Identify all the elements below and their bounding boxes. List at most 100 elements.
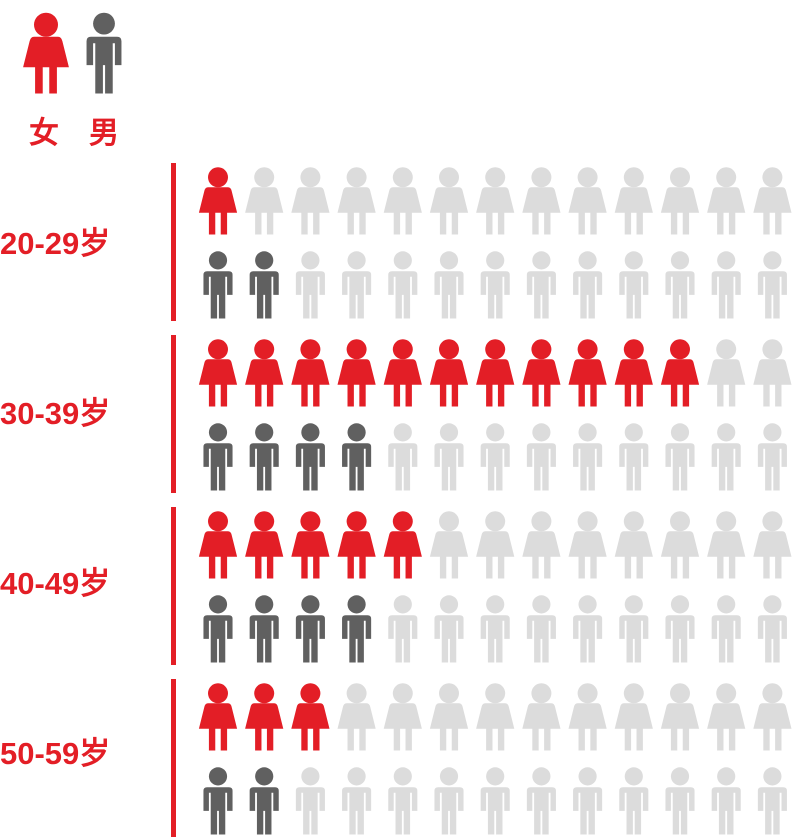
male-icon-empty	[434, 423, 464, 491]
female-icon-empty	[568, 511, 607, 579]
male-icon	[249, 251, 279, 319]
male-icon-empty	[711, 423, 741, 491]
female-icon	[198, 511, 238, 579]
group-bar-3	[171, 507, 176, 665]
male-icon	[249, 767, 279, 835]
legend-male-icon	[86, 12, 122, 94]
male-icon-empty	[573, 423, 603, 491]
male-icon-empty	[757, 595, 787, 663]
female-icon	[476, 339, 515, 407]
female-icon-empty	[707, 339, 746, 407]
female-icon-empty	[707, 683, 746, 751]
male-icon-empty	[480, 595, 510, 663]
legend-female-icon	[23, 12, 69, 94]
male-icon-empty	[757, 251, 787, 319]
female-icon-empty	[753, 339, 792, 407]
female-icon-empty	[660, 167, 700, 235]
female-icon-empty	[614, 511, 653, 579]
male-icon-empty	[619, 767, 649, 835]
male-icon-empty	[619, 595, 649, 663]
female-icon	[245, 339, 284, 407]
male-icon-empty	[573, 595, 603, 663]
female-icon-empty	[568, 683, 607, 751]
female-icon	[291, 683, 330, 751]
male-icon	[203, 595, 233, 663]
female-icon-empty	[522, 511, 561, 579]
group-bar-2	[171, 335, 176, 493]
group-bars	[171, 163, 176, 837]
female-icon	[614, 339, 653, 407]
male-icon	[203, 767, 233, 835]
male-icon-empty	[388, 595, 418, 663]
female-icon-empty	[337, 167, 376, 235]
female-icon	[198, 167, 238, 235]
female-icon	[198, 339, 238, 407]
male-icon-empty	[665, 423, 695, 491]
female-icon-empty	[522, 167, 561, 235]
female-icon	[522, 339, 561, 407]
male-icon-empty	[573, 767, 603, 835]
male-icon	[342, 423, 372, 491]
female-icon	[291, 511, 330, 579]
male-icon-empty	[480, 251, 510, 319]
female-icon	[429, 339, 469, 407]
female-icon	[383, 339, 422, 407]
male-icon-empty	[295, 251, 325, 319]
male-icon-empty	[619, 251, 649, 319]
male-icon-empty	[480, 423, 510, 491]
female-icon-empty	[476, 167, 515, 235]
female-icon-empty	[245, 167, 284, 235]
female-icon	[291, 339, 330, 407]
male-icon-empty	[388, 423, 418, 491]
female-icon-empty	[337, 683, 376, 751]
male-icon-empty	[573, 251, 603, 319]
male-icon-empty	[342, 251, 372, 319]
group-label-50-59: 50-59岁	[0, 736, 110, 771]
female-icon-empty	[429, 683, 469, 751]
male-icon-empty	[619, 423, 649, 491]
group-bar-1	[171, 163, 176, 321]
legend-male-label: 男	[89, 117, 119, 150]
female-icon-empty	[568, 167, 607, 235]
group-label-40-49: 40-49岁	[0, 566, 110, 601]
female-icon-empty	[429, 167, 469, 235]
male-icon-empty	[665, 595, 695, 663]
male-icon-empty	[711, 767, 741, 835]
female-icon	[198, 683, 238, 751]
male-icon-empty	[526, 767, 556, 835]
male-icon-empty	[757, 423, 787, 491]
male-icon	[295, 423, 325, 491]
male-icon-empty	[434, 595, 464, 663]
male-icon	[249, 595, 279, 663]
female-icon-empty	[660, 683, 700, 751]
male-icon-empty	[665, 767, 695, 835]
male-icon-empty	[526, 423, 556, 491]
female-icon	[383, 511, 422, 579]
male-icon-empty	[434, 767, 464, 835]
group-label-20-29: 20-29岁	[0, 226, 110, 261]
male-icon-empty	[711, 251, 741, 319]
male-icon-empty	[526, 595, 556, 663]
male-icon-empty	[342, 767, 372, 835]
female-icon	[245, 511, 284, 579]
group-bar-4	[171, 679, 176, 837]
female-icon-empty	[707, 167, 746, 235]
male-icon	[203, 251, 233, 319]
male-icon-empty	[295, 767, 325, 835]
female-icon-empty	[291, 167, 330, 235]
female-icon	[337, 511, 376, 579]
male-icon	[249, 423, 279, 491]
female-icon-empty	[614, 167, 653, 235]
female-icon	[660, 339, 700, 407]
male-icon-empty	[526, 251, 556, 319]
female-icon-empty	[383, 683, 422, 751]
female-icon-empty	[707, 511, 746, 579]
female-icon-empty	[383, 167, 422, 235]
female-icon-empty	[429, 511, 469, 579]
female-icon-empty	[476, 683, 515, 751]
female-icon-empty	[476, 511, 515, 579]
legend-female-label: 女	[29, 116, 59, 150]
female-icon-empty	[522, 683, 561, 751]
male-icon-empty	[434, 251, 464, 319]
